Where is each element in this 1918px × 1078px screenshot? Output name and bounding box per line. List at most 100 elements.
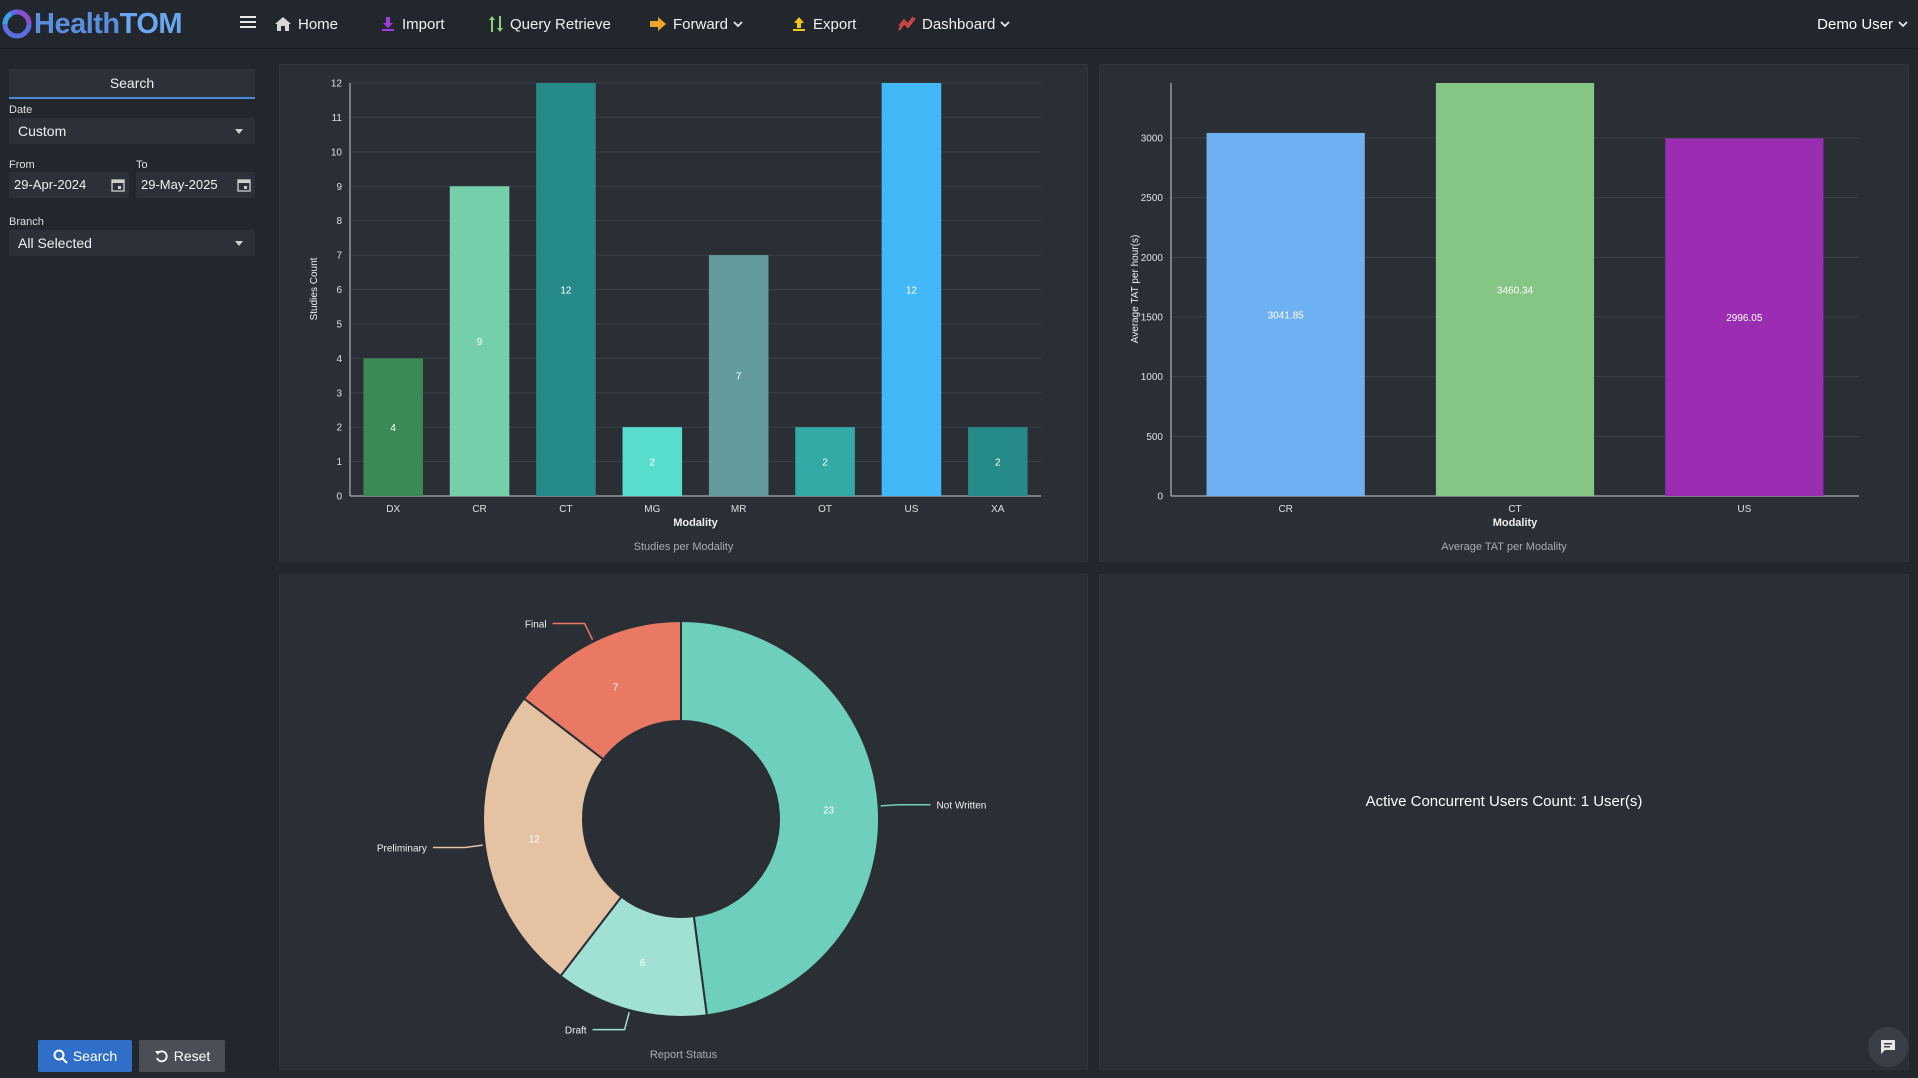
logo-swirl-icon <box>2 9 32 39</box>
legend-label: Draft <box>565 1026 587 1037</box>
y-tick-label: 11 <box>332 113 343 124</box>
nav-home-label: Home <box>298 15 339 33</box>
dashboard-trend-icon <box>898 16 916 31</box>
home-icon <box>275 17 291 31</box>
date-range-select[interactable]: Custom <box>9 118 255 144</box>
app-logo[interactable]: HealthTOM <box>2 6 183 42</box>
x-tick-label: US <box>904 504 918 515</box>
calendar-icon[interactable] <box>111 178 125 192</box>
y-tick-label: 5 <box>336 319 342 330</box>
x-tick-label: CR <box>1278 504 1292 515</box>
x-axis-label: Modality <box>673 517 718 529</box>
bar-ct <box>536 83 596 496</box>
legend-label: Not Written <box>937 801 987 812</box>
sidebar-title: Search <box>9 69 255 99</box>
nav-home[interactable]: Home <box>274 12 338 36</box>
active-users-count: Active Concurrent Users Count: 1 User(s) <box>1365 793 1643 810</box>
nav-dashboard[interactable]: Dashboard <box>898 12 1016 36</box>
y-axis-label: Average TAT per hour(s) <box>1130 235 1141 344</box>
legend-label: Final <box>525 619 547 630</box>
data-label: 2 <box>822 458 828 469</box>
from-label: From <box>9 159 35 171</box>
studies-per-modality-chart: 01234567891011124DX9CR12CT2MG7MR2OT12US2… <box>309 79 1041 529</box>
to-date-field[interactable]: 29-May-2025 <box>136 172 255 198</box>
x-tick-label: OT <box>818 504 832 515</box>
nav-import[interactable]: Import <box>380 12 445 36</box>
to-label: To <box>136 159 148 171</box>
y-tick-label: 3000 <box>1141 133 1164 144</box>
data-label: 23 <box>823 805 835 816</box>
bar-cr <box>449 186 510 496</box>
x-tick-label: XA <box>991 504 1005 515</box>
x-tick-label: US <box>1737 504 1751 515</box>
y-tick-label: 2000 <box>1141 253 1164 264</box>
nav-export-label: Export <box>813 15 857 33</box>
x-tick-label: DX <box>386 504 400 515</box>
branch-select[interactable]: All Selected <box>9 230 255 256</box>
reset-button[interactable]: Reset <box>139 1040 225 1072</box>
chevron-down-icon <box>1898 21 1908 28</box>
forward-arrow-icon <box>650 17 666 31</box>
nav-query-retrieve[interactable]: Query Retrieve <box>488 12 611 36</box>
y-tick-label: 500 <box>1146 432 1163 443</box>
leader-line <box>552 622 594 640</box>
report-status-chart: 23 Not Written 6 Draft 12 Preliminary 7 Final <box>377 619 987 1037</box>
date-label: Date <box>9 104 33 116</box>
y-tick-label: 6 <box>336 285 342 296</box>
user-name: Demo User <box>1817 15 1893 33</box>
bar-mg <box>622 427 683 496</box>
x-tick-label: CT <box>1508 504 1521 515</box>
from-date-value: 29-Apr-2024 <box>14 177 87 192</box>
leader-line <box>592 1011 630 1031</box>
data-label: 2 <box>995 458 1001 469</box>
chat-icon <box>1881 1040 1895 1054</box>
leader-line <box>880 803 931 807</box>
nav-import-label: Import <box>402 15 445 33</box>
slice-final <box>522 619 682 761</box>
nav-export[interactable]: Export <box>791 12 856 36</box>
menu-toggle-icon[interactable] <box>240 16 256 30</box>
bar-cr <box>1206 132 1365 496</box>
x-tick-label: CT <box>559 504 572 515</box>
average-tat-panel: 0 500 1000 1500 2000 2500 3000 3041.85 CR 3460.34… <box>1099 64 1909 562</box>
y-tick-label: 9 <box>336 182 342 193</box>
y-tick-label: 1500 <box>1141 312 1164 323</box>
average-tat-chart: 0 500 1000 1500 2000 2500 3000 3041.85 CR 3460.34… <box>1130 83 1859 529</box>
y-tick-label: 7 <box>336 251 342 262</box>
reset-button-label: Reset <box>173 1048 211 1064</box>
bar-ct <box>1435 83 1595 496</box>
from-date-field[interactable]: 29-Apr-2024 <box>9 172 129 198</box>
y-tick-label: 0 <box>1157 492 1163 503</box>
y-tick-label: 8 <box>336 216 342 227</box>
user-menu[interactable]: Demo User <box>1817 12 1908 36</box>
reset-icon <box>154 1049 168 1062</box>
y-tick-label: 0 <box>336 492 342 503</box>
x-tick-label: MR <box>731 504 747 515</box>
y-tick-label: 2 <box>336 423 342 434</box>
to-date-value: 29-May-2025 <box>141 177 218 192</box>
date-range-value: Custom <box>18 123 67 139</box>
bar-ot <box>795 427 855 496</box>
calendar-icon[interactable] <box>237 178 251 192</box>
search-button[interactable]: Search <box>38 1040 132 1072</box>
slice-not-written <box>680 619 880 1017</box>
search-sidebar: Search Date Custom From To 29-Apr-2024 2… <box>0 49 264 1078</box>
data-label: 12 <box>560 286 572 297</box>
caret-down-icon <box>235 241 243 246</box>
nav-query-retrieve-label: Query Retrieve <box>510 15 611 33</box>
data-label: 3460.34 <box>1497 286 1534 297</box>
bar-us <box>1665 138 1824 497</box>
query-retrieve-arrows-icon <box>489 16 503 32</box>
nav-forward[interactable]: Forward <box>649 12 749 36</box>
report-status-title: Report Status <box>649 1049 718 1061</box>
y-tick-label: 10 <box>331 147 343 158</box>
leader-line <box>432 844 483 849</box>
data-label: 2 <box>650 458 656 469</box>
legend-label: Preliminary <box>377 843 427 854</box>
data-label: 12 <box>906 286 918 297</box>
chevron-down-icon <box>1000 21 1011 28</box>
chat-button[interactable] <box>1868 1027 1908 1067</box>
slice-preliminary <box>482 697 623 978</box>
top-navbar: HealthTOM Home Import Query Retrieve For… <box>0 0 1918 49</box>
export-upload-icon <box>793 17 805 31</box>
